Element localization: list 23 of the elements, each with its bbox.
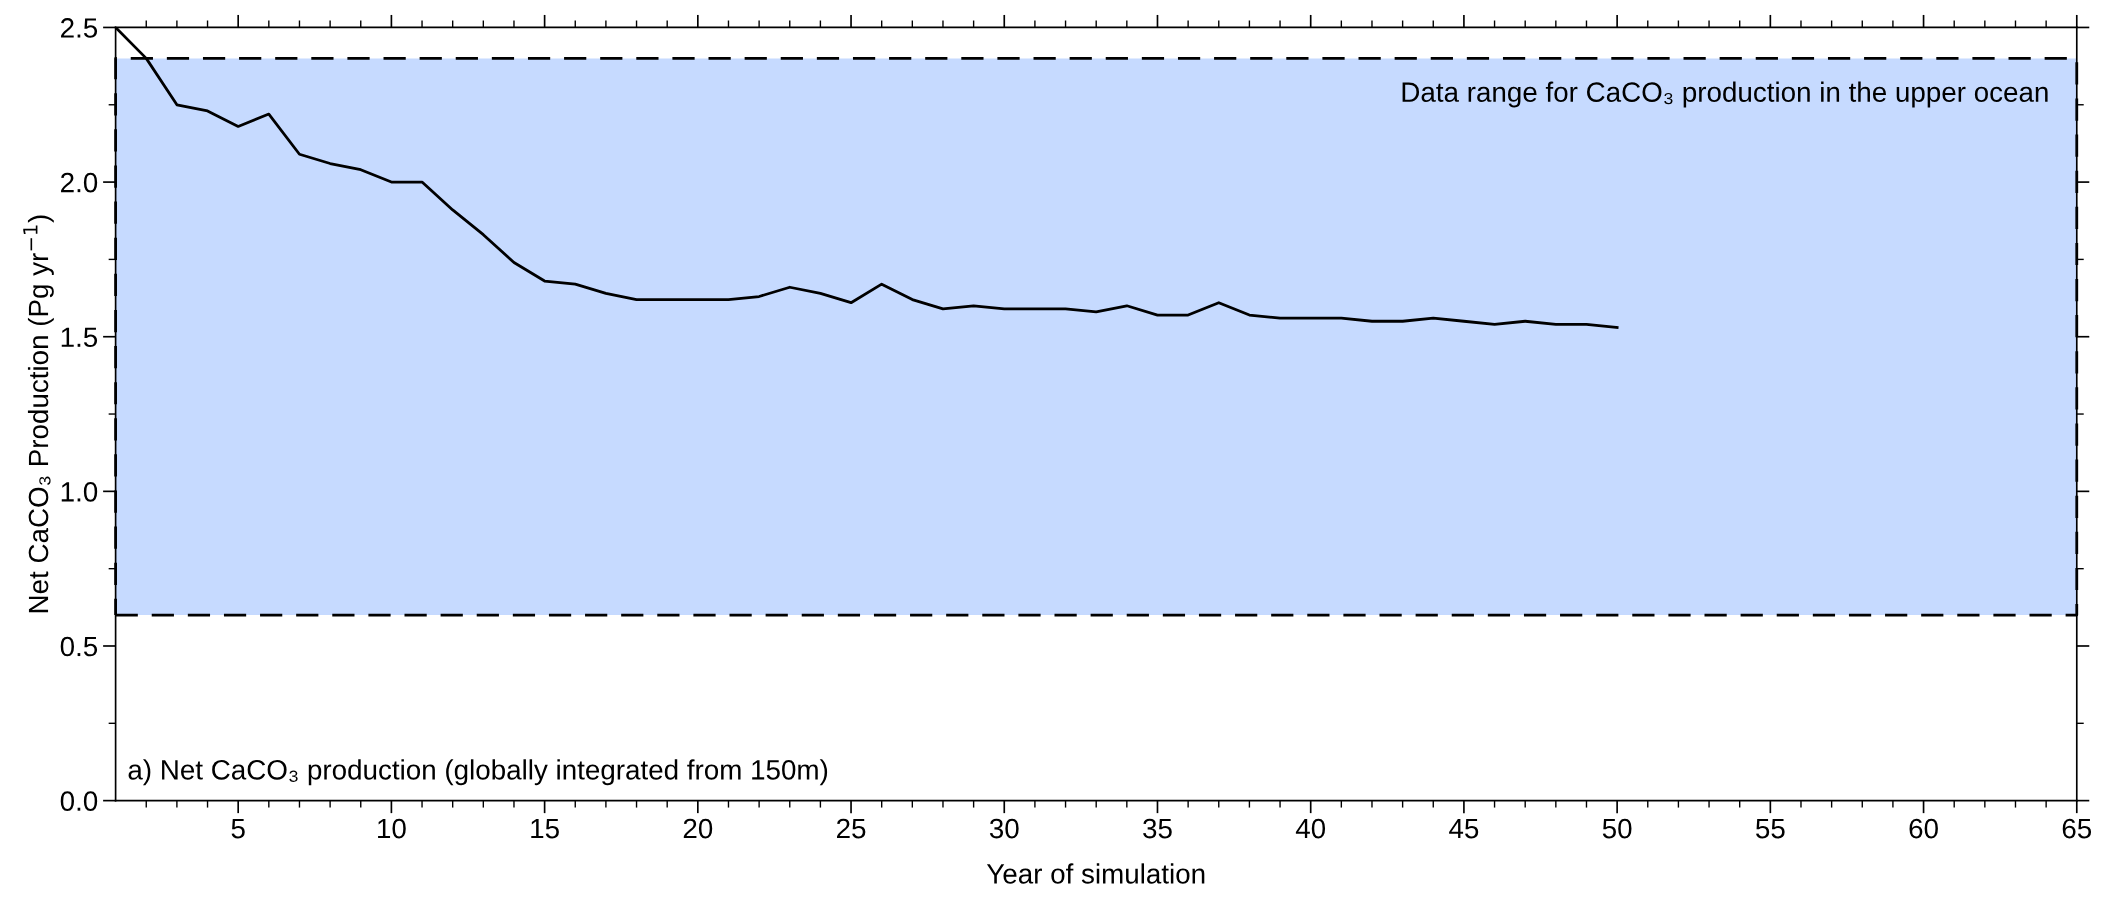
y-tick-label: 1.5 bbox=[61, 327, 98, 348]
x-axis-title: Year of simulation bbox=[986, 863, 1205, 884]
y-axis-title: Net CaCO₃ Production (Pg yr$^{−1}$) bbox=[23, 215, 54, 613]
annotation: a) Net CaCO₃ production (globally integrated from 150m) bbox=[128, 759, 828, 786]
x-tick-label: 20 bbox=[683, 818, 713, 839]
x-tick-label: 55 bbox=[1756, 819, 1785, 839]
x-tick-label: 65 bbox=[2062, 818, 2092, 839]
y-tick-label: 0.5 bbox=[60, 636, 98, 657]
y-tick-label: 2.5 bbox=[61, 18, 98, 38]
x-tick-label: 15 bbox=[531, 819, 559, 839]
x-tick-label: 5 bbox=[231, 819, 245, 839]
y-tick-label: 1.0 bbox=[61, 482, 98, 502]
x-tick-label: 40 bbox=[1295, 818, 1326, 839]
x-tick-label: 45 bbox=[1449, 819, 1479, 839]
x-tick-label: 50 bbox=[1602, 818, 1632, 839]
x-tick-label: 30 bbox=[989, 818, 1019, 839]
y-tick-label: 0.0 bbox=[60, 791, 98, 811]
x-tick-label: 35 bbox=[1143, 818, 1172, 839]
x-tick-label: 10 bbox=[378, 818, 406, 839]
x-tick-label: 25 bbox=[837, 818, 866, 839]
x-tick-label: 60 bbox=[1909, 818, 1938, 839]
band-label: Data range for CaCO₃ production in the upper ocean bbox=[1402, 81, 2048, 108]
y-tick-label: 2.0 bbox=[61, 172, 98, 193]
